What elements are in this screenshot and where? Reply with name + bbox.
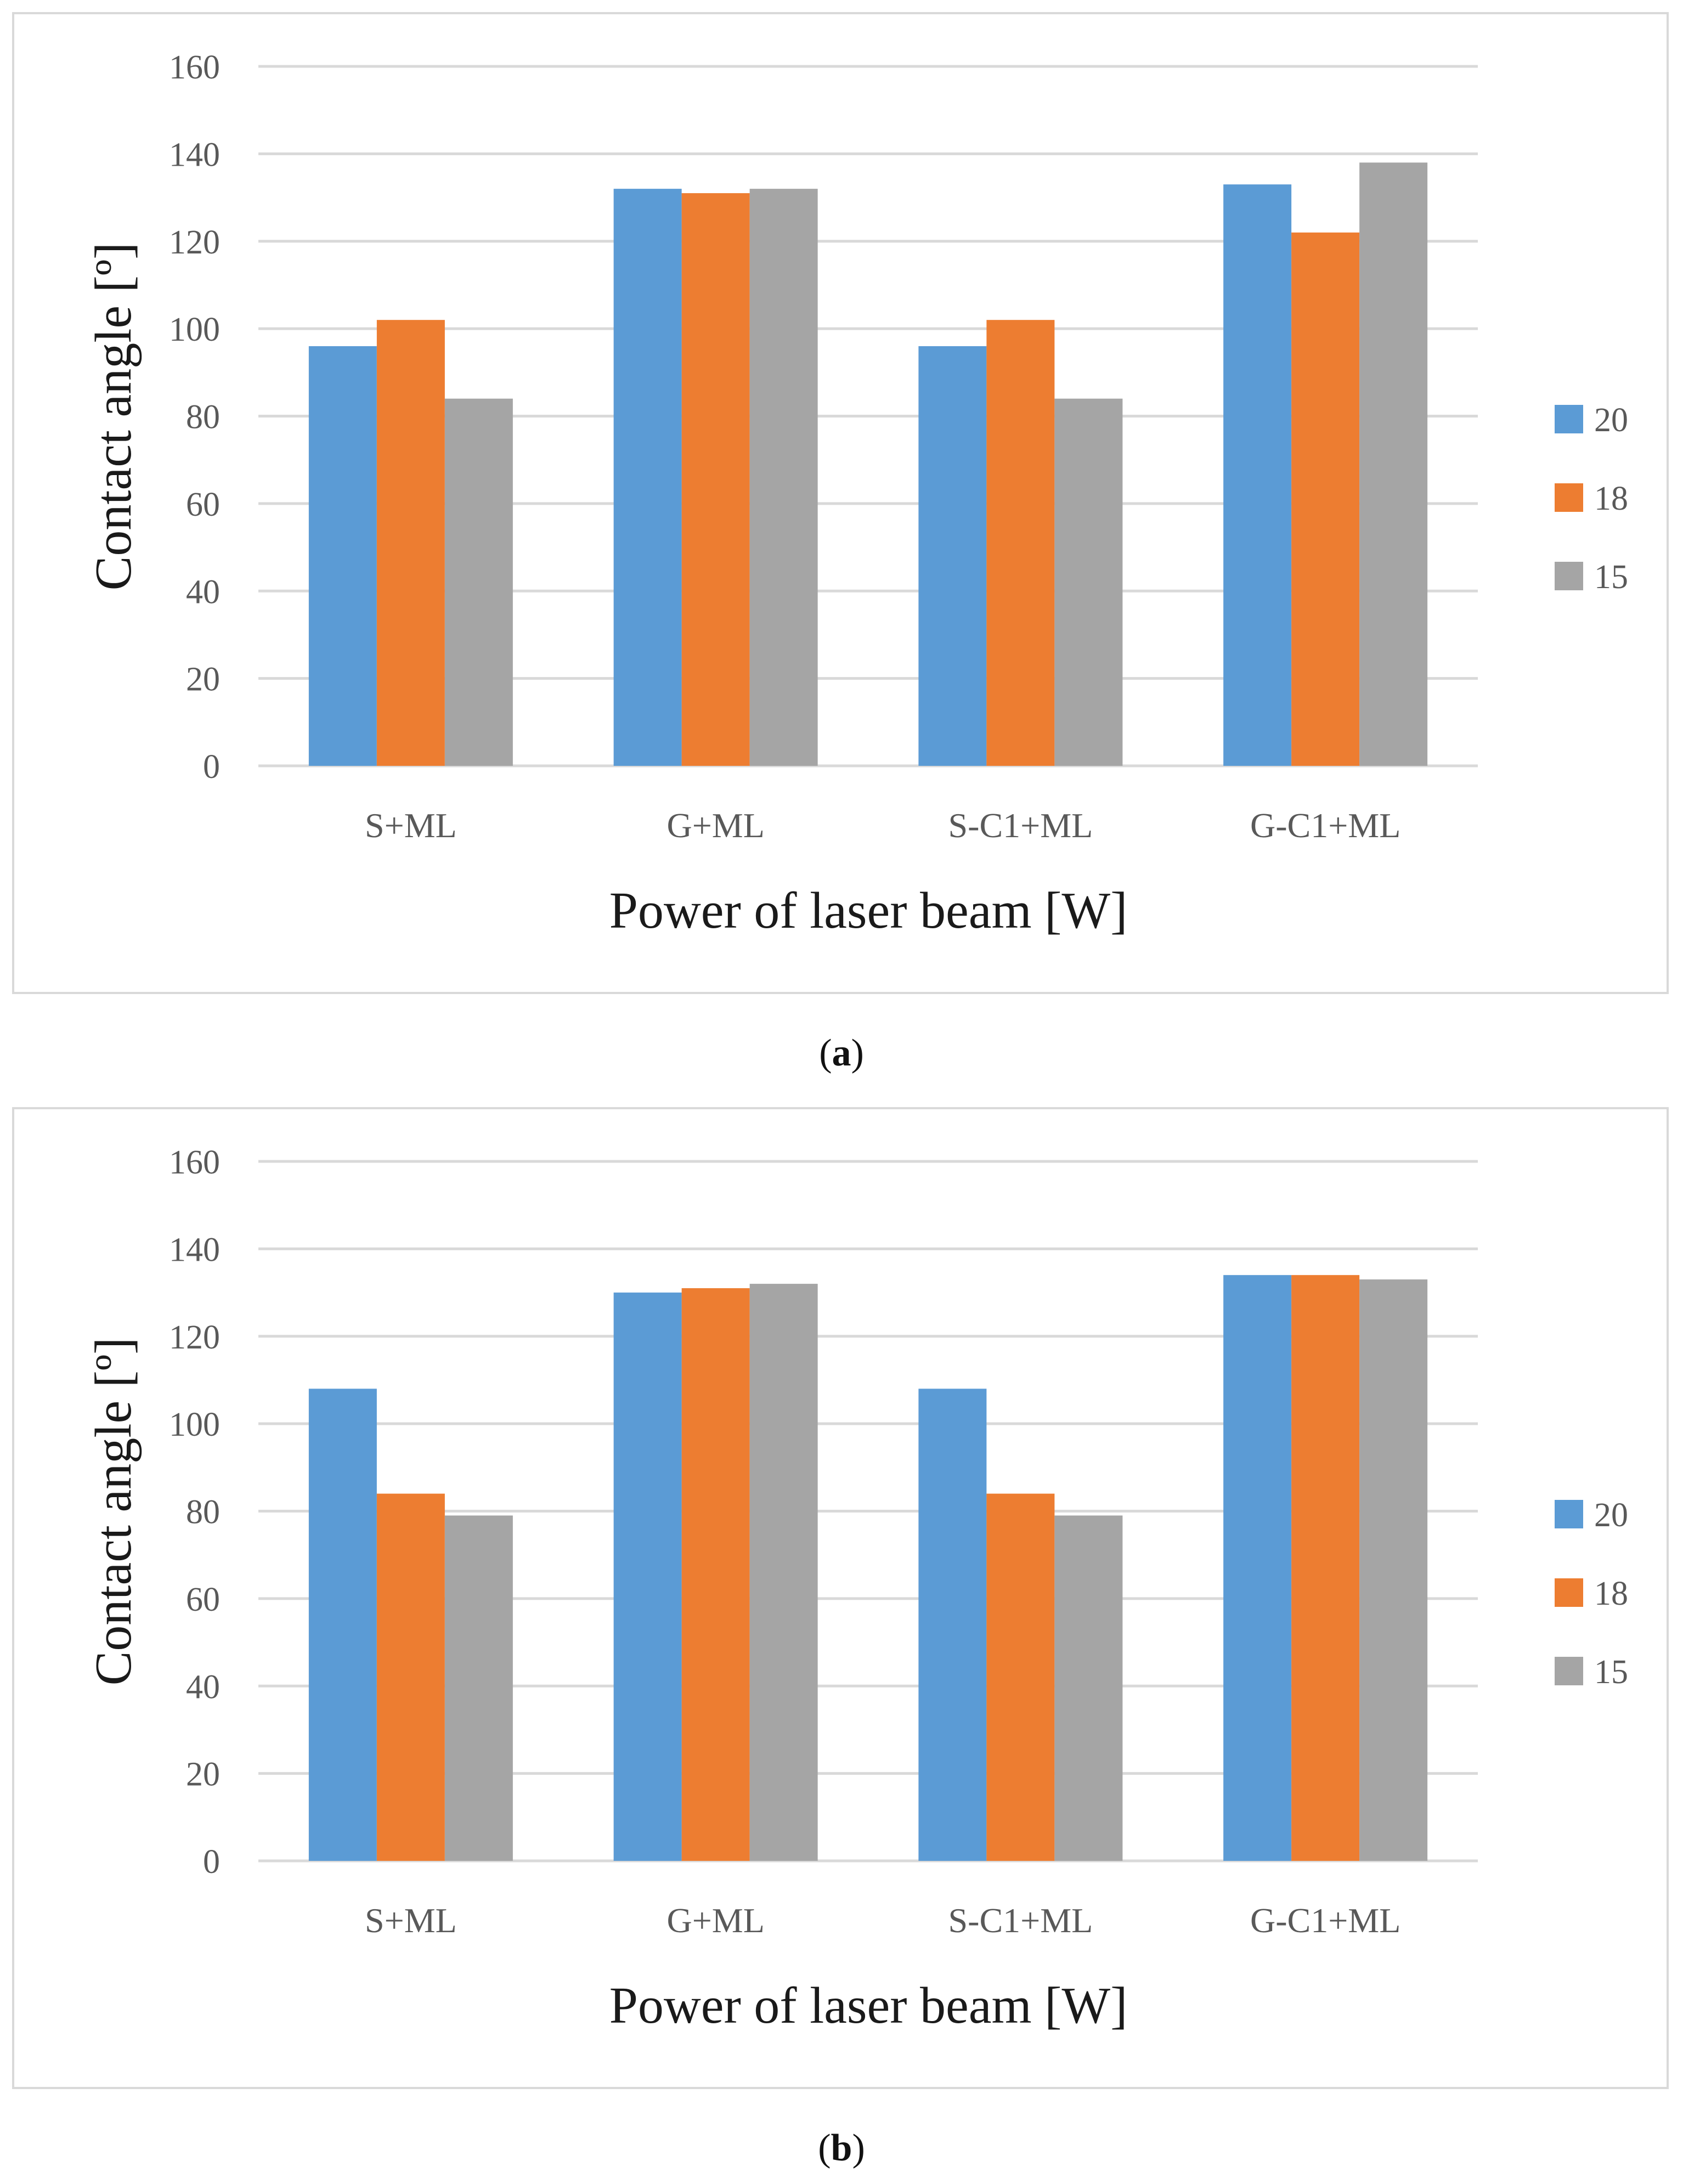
legend-label-18: 18	[1594, 1575, 1628, 1612]
legend-label-18: 18	[1594, 480, 1628, 517]
y-axis-label: Contact angle [º]	[85, 1338, 142, 1686]
bar-G-C1+ML-20	[1223, 184, 1292, 766]
x-axis-label: Power of laser beam [W]	[609, 1977, 1128, 2034]
caption-a: (a)	[819, 1032, 864, 1074]
legend-label-20: 20	[1594, 1497, 1628, 1534]
y-tick-label: 40	[186, 573, 220, 611]
y-axis-label: Contact angle [º]	[85, 242, 142, 591]
y-tick-label: 20	[186, 1756, 220, 1793]
bar-S+ML-20	[308, 346, 377, 766]
bar-S+ML-15	[444, 1515, 513, 1861]
y-tick-label: 140	[169, 1231, 220, 1268]
x-tick-label: G-C1+ML	[1250, 806, 1400, 845]
bar-S+ML-15	[444, 398, 513, 766]
x-tick-label: G+ML	[667, 806, 764, 845]
bar-G-C1+ML-18	[1291, 232, 1360, 766]
x-axis-label: Power of laser beam [W]	[609, 882, 1128, 939]
bar-S+ML-18	[376, 320, 445, 766]
bar-G-C1+ML-18	[1291, 1275, 1360, 1861]
y-tick-label: 160	[169, 1144, 220, 1181]
y-tick-label: 100	[169, 311, 220, 348]
x-tick-label: S+ML	[365, 806, 457, 845]
y-tick-label: 60	[186, 486, 220, 523]
bar-G-C1+ML-15	[1359, 1279, 1428, 1861]
y-tick-label: 80	[186, 399, 220, 436]
x-tick-label: G+ML	[667, 1901, 764, 1940]
y-tick-label: 60	[186, 1581, 220, 1618]
bar-G+ML-20	[613, 1293, 682, 1861]
chart-b: 0 20 40 60 80 100 120 140 160 S+ML G+ML S-C1+ML G-C1…	[85, 1144, 1628, 2034]
bar-S-C1+ML-20	[918, 1389, 987, 1861]
caption-b: (b)	[818, 2127, 865, 2169]
bar-G+ML-15	[749, 1284, 818, 1861]
bar-G+ML-18	[681, 193, 750, 766]
bar-S-C1+ML-18	[986, 1493, 1055, 1861]
y-tick-label: 120	[169, 224, 220, 261]
bar-G-C1+ML-15	[1359, 162, 1428, 766]
y-tick-label: 20	[186, 661, 220, 698]
chart-panel-b: 0 20 40 60 80 100 120 140 160 S+ML G+ML S-C1+ML G-C1…	[12, 1107, 1669, 2089]
x-tick-label: G-C1+ML	[1250, 1901, 1400, 1940]
legend-swatch-18	[1555, 1578, 1583, 1607]
y-tick-label: 40	[186, 1668, 220, 1706]
legend-swatch-20	[1555, 1500, 1583, 1528]
x-tick-label: S-C1+ML	[948, 806, 1093, 845]
y-tick-label: 0	[203, 1843, 220, 1881]
bar-G+ML-15	[749, 189, 818, 766]
chart-a: 0 20 40 60 80 100 120 140 160 S+ML G+ML S-C1+ML G-C1…	[85, 49, 1628, 939]
x-tick-label: S-C1+ML	[948, 1901, 1093, 1940]
y-tick-label: 140	[169, 136, 220, 173]
bar-G+ML-18	[681, 1288, 750, 1861]
legend-label-20: 20	[1594, 402, 1628, 439]
x-tick-label: S+ML	[365, 1901, 457, 1940]
y-tick-label: 80	[186, 1494, 220, 1531]
y-tick-label: 100	[169, 1406, 220, 1443]
bar-G+ML-20	[613, 189, 682, 766]
y-tick-label: 120	[169, 1319, 220, 1356]
bar-S-C1+ML-20	[918, 346, 987, 766]
legend-swatch-20	[1555, 405, 1583, 433]
bar-S-C1+ML-15	[1054, 1515, 1123, 1861]
bar-S-C1+ML-15	[1054, 398, 1123, 766]
bar-G-C1+ML-20	[1223, 1275, 1292, 1861]
legend-swatch-15	[1555, 1657, 1583, 1685]
bar-S+ML-18	[376, 1493, 445, 1861]
legend-label-15: 15	[1594, 1653, 1628, 1691]
legend-swatch-18	[1555, 483, 1583, 512]
legend-swatch-15	[1555, 562, 1583, 590]
bar-S+ML-20	[308, 1389, 377, 1861]
y-tick-label: 0	[203, 748, 220, 786]
y-tick-label: 160	[169, 49, 220, 86]
bar-S-C1+ML-18	[986, 320, 1055, 766]
legend-label-15: 15	[1594, 558, 1628, 596]
chart-panel-a: 0 20 40 60 80 100 120 140 160 S+ML G+ML S-C1+ML G-C1…	[12, 12, 1669, 994]
